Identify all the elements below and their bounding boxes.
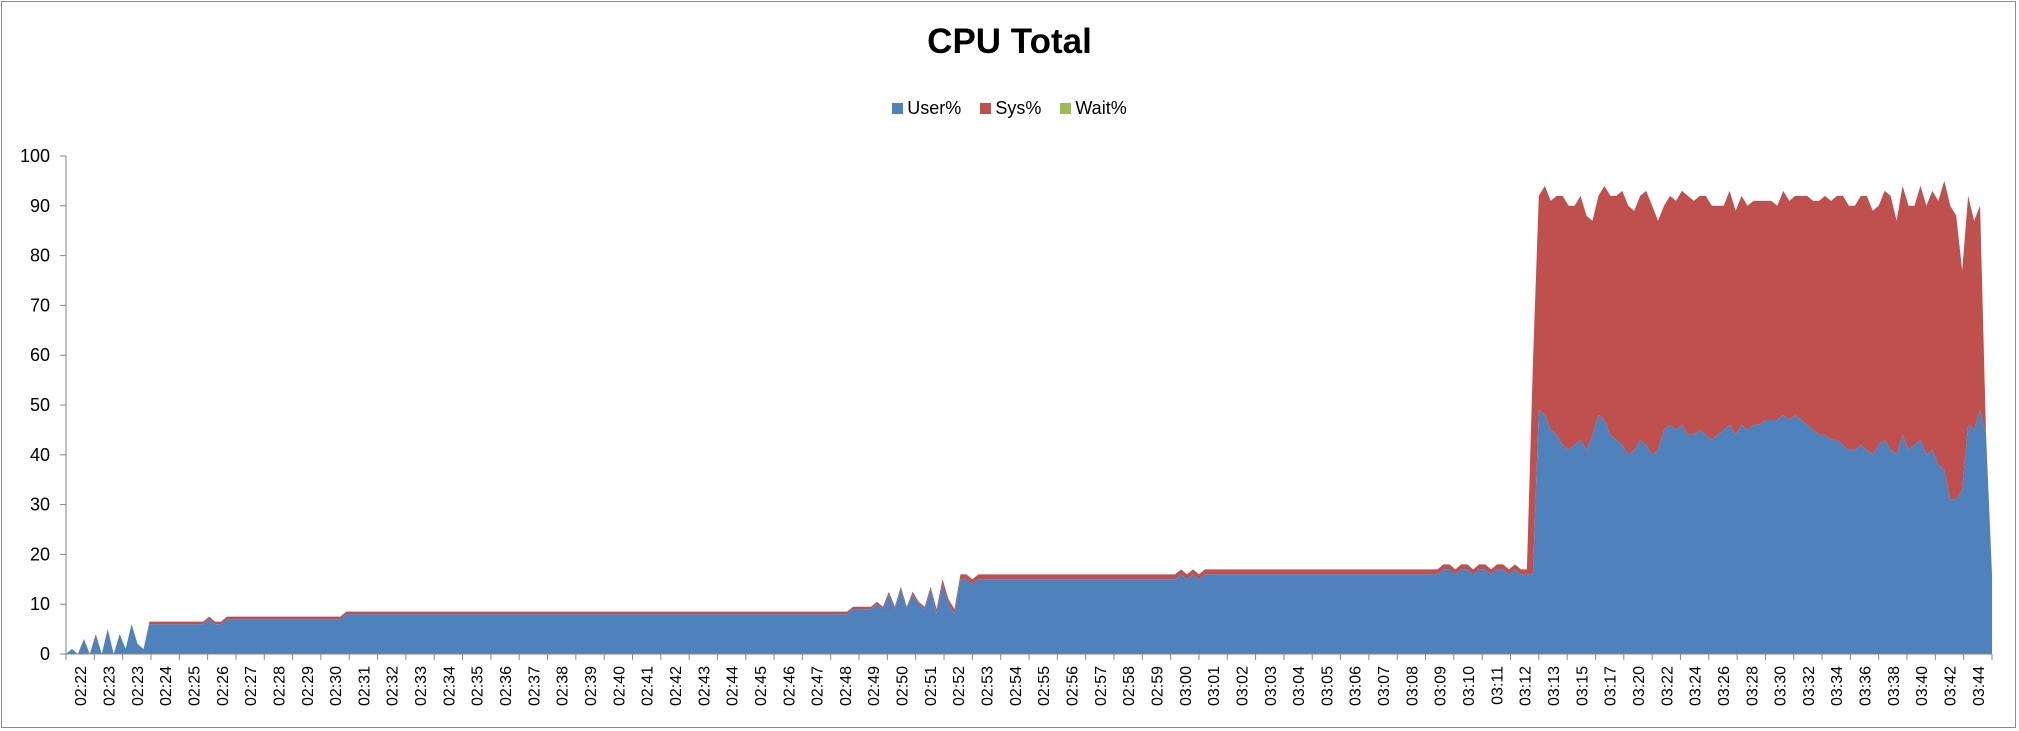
legend-swatch-wait bbox=[1060, 103, 1072, 114]
y-tick-label: 10 bbox=[30, 594, 50, 614]
x-tick-label: 02:30 bbox=[328, 666, 345, 706]
legend-label-wait: Wait% bbox=[1075, 98, 1127, 118]
x-tick-label: 02:38 bbox=[555, 666, 572, 706]
x-tick-label: 03:00 bbox=[1178, 666, 1195, 706]
x-tick-label: 03:13 bbox=[1546, 666, 1563, 706]
x-tick-label: 02:39 bbox=[583, 666, 600, 706]
x-tick-label: 03:12 bbox=[1518, 666, 1535, 706]
x-tick-label: 03:22 bbox=[1659, 666, 1676, 706]
x-tick-label: 02:23 bbox=[101, 666, 118, 706]
x-tick-label: 02:35 bbox=[470, 666, 487, 706]
legend: User% Sys% Wait% bbox=[0, 98, 2019, 119]
x-tick-label: 02:41 bbox=[640, 666, 657, 706]
x-tick-label: 02:48 bbox=[838, 666, 855, 706]
x-tick-label: 02:27 bbox=[243, 666, 260, 706]
x-tick-label: 02:53 bbox=[980, 666, 997, 706]
x-tick-label: 03:15 bbox=[1574, 666, 1591, 706]
x-tick-label: 03:40 bbox=[1914, 666, 1931, 706]
x-tick-label: 03:44 bbox=[1971, 666, 1988, 706]
x-tick-label: 02:50 bbox=[895, 666, 912, 706]
y-tick-label: 20 bbox=[30, 544, 50, 564]
x-tick-label: 03:01 bbox=[1206, 666, 1223, 706]
x-tick-label: 03:02 bbox=[1234, 666, 1251, 706]
x-tick-label: 03:26 bbox=[1716, 666, 1733, 706]
y-tick-label: 90 bbox=[30, 196, 50, 216]
x-tick-label: 03:04 bbox=[1291, 666, 1308, 706]
x-tick-label: 03:08 bbox=[1404, 666, 1421, 706]
legend-swatch-user bbox=[892, 103, 904, 114]
x-tick-label: 03:10 bbox=[1461, 666, 1478, 706]
x-tick-label: 02:46 bbox=[781, 666, 798, 706]
x-tick-label: 02:22 bbox=[73, 666, 90, 706]
legend-label-sys: Sys% bbox=[995, 98, 1042, 118]
x-tick-label: 02:44 bbox=[725, 666, 742, 706]
y-tick-label: 80 bbox=[30, 246, 50, 266]
x-tick-label: 02:51 bbox=[923, 666, 940, 706]
x-tick-label: 02:55 bbox=[1036, 666, 1053, 706]
series-area-sys bbox=[66, 180, 1992, 654]
x-tick-label: 03:34 bbox=[1829, 666, 1846, 706]
x-tick-label: 02:59 bbox=[1149, 666, 1166, 706]
x-tick-label: 02:29 bbox=[300, 666, 317, 706]
x-tick-label: 03:09 bbox=[1433, 666, 1450, 706]
y-tick-label: 0 bbox=[40, 644, 50, 664]
x-tick-label: 03:24 bbox=[1688, 666, 1705, 706]
x-tick-label: 02:58 bbox=[1121, 666, 1138, 706]
x-tick-label: 02:25 bbox=[186, 666, 203, 706]
x-tick-label: 02:43 bbox=[696, 666, 713, 706]
x-tick-label: 02:26 bbox=[215, 666, 232, 706]
x-tick-label: 02:57 bbox=[1093, 666, 1110, 706]
legend-item-sys: Sys% bbox=[980, 98, 1041, 119]
x-tick-label: 02:40 bbox=[611, 666, 628, 706]
legend-label-user: User% bbox=[907, 98, 962, 118]
x-tick-label: 02:34 bbox=[441, 666, 458, 706]
x-tick-label: 03:05 bbox=[1319, 666, 1336, 706]
x-tick-label: 03:20 bbox=[1631, 666, 1648, 706]
x-tick-label: 03:06 bbox=[1348, 666, 1365, 706]
x-tick-label: 02:31 bbox=[356, 666, 373, 706]
x-tick-label: 02:47 bbox=[810, 666, 827, 706]
x-tick-label: 03:38 bbox=[1886, 666, 1903, 706]
x-tick-label: 03:03 bbox=[1263, 666, 1280, 706]
x-tick-label: 02:45 bbox=[753, 666, 770, 706]
legend-swatch-sys bbox=[980, 103, 992, 114]
x-tick-label: 02:32 bbox=[385, 666, 402, 706]
x-tick-label: 03:07 bbox=[1376, 666, 1393, 706]
series-area-user bbox=[66, 409, 1992, 654]
legend-item-user: User% bbox=[892, 98, 961, 119]
x-tick-label: 03:30 bbox=[1773, 666, 1790, 706]
chart-title: CPU Total bbox=[927, 22, 1092, 61]
x-tick-label: 02:54 bbox=[1008, 666, 1025, 706]
x-tick-label: 02:56 bbox=[1064, 666, 1081, 706]
x-tick-label: 02:37 bbox=[526, 666, 543, 706]
x-tick-label: 02:24 bbox=[158, 666, 175, 706]
y-tick-label: 50 bbox=[30, 395, 50, 415]
x-tick-label: 03:36 bbox=[1858, 666, 1875, 706]
x-tick-label: 02:33 bbox=[413, 666, 430, 706]
y-tick-label: 70 bbox=[30, 295, 50, 315]
x-tick-label: 02:42 bbox=[668, 666, 685, 706]
y-tick-label: 60 bbox=[30, 345, 50, 365]
x-tick-label: 02:49 bbox=[866, 666, 883, 706]
x-tick-label: 02:36 bbox=[498, 666, 515, 706]
x-tick-label: 02:23 bbox=[130, 666, 147, 706]
x-tick-label: 03:32 bbox=[1801, 666, 1818, 706]
legend-item-wait: Wait% bbox=[1060, 98, 1127, 119]
x-tick-label: 03:28 bbox=[1744, 666, 1761, 706]
y-tick-label: 100 bbox=[20, 146, 50, 166]
y-tick-label: 40 bbox=[30, 445, 50, 465]
x-tick-label: 03:11 bbox=[1489, 666, 1506, 705]
x-tick-label: 03:17 bbox=[1603, 666, 1620, 706]
x-tick-label: 02:52 bbox=[951, 666, 968, 706]
y-tick-label: 30 bbox=[30, 495, 50, 515]
x-tick-label: 03:42 bbox=[1943, 666, 1960, 706]
x-tick-label: 02:28 bbox=[271, 666, 288, 706]
